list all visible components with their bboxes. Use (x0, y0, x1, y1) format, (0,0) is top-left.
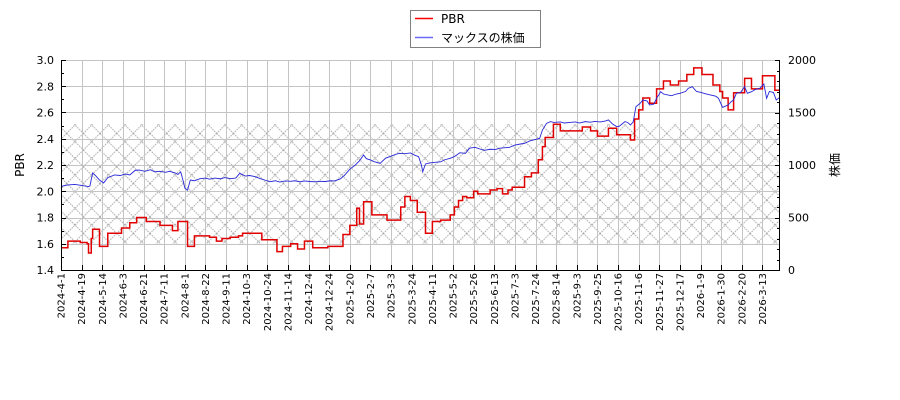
x-tick-label: 2024-9-11 (222, 273, 233, 325)
x-tick-label: 2026-1-30 (717, 273, 728, 325)
x-tick-label: 2025-11-27 (655, 273, 666, 331)
x-tick-label: 2024-10-24 (263, 273, 274, 331)
left-axis-ticks: 1.4 1.6 1.8 2.0 2.2 2.4 2.6 2.8 3.0 (37, 54, 66, 277)
y-axis-label-right: 株価 (827, 153, 842, 177)
legend: PBR マックスの株価 (410, 10, 541, 48)
x-tick-label: 2025-3-3 (387, 273, 398, 318)
x-tick-label: 2025-8-14 (552, 273, 563, 325)
x-tick-label: 2024-4-19 (77, 273, 88, 325)
right-tick-label: 1500 (788, 107, 816, 120)
x-tick-label: 2025-4-11 (428, 273, 439, 325)
x-tick-label: 2025-7-3 (510, 273, 521, 318)
x-tick-label: 2025-6-13 (490, 273, 501, 325)
x-tick-label: 2024-4-1 (57, 273, 68, 318)
x-tick-label: 2024-8-22 (201, 273, 212, 325)
x-tick-label: 2025-1-20 (345, 273, 356, 325)
legend-pbr-label: PBR (441, 12, 465, 26)
left-tick-label: 2.2 (37, 159, 55, 172)
x-tick-label: 2025-3-24 (407, 273, 418, 325)
x-tick-label: 2024-8-1 (180, 273, 191, 318)
x-tick-label: 2026-2-20 (737, 273, 748, 325)
left-tick-label: 1.8 (37, 212, 55, 225)
left-tick-label: 2.4 (37, 133, 55, 146)
left-tick-label: 3.0 (37, 54, 55, 67)
y-axis-label-left: PBR (13, 153, 27, 177)
x-tick-label: 2026-3-13 (758, 273, 769, 325)
x-tick-label: 2024-12-24 (325, 273, 336, 331)
x-tick-label: 2024-6-21 (139, 273, 150, 325)
x-tick-label: 2025-7-24 (531, 273, 542, 325)
x-axis-ticks: 2024-4-1 2024-4-19 2024-5-14 2024-6-3 2024-6… (57, 265, 769, 331)
right-tick-label: 0 (788, 264, 795, 277)
right-tick-label: 500 (788, 212, 809, 225)
x-tick-label: 2025-5-26 (469, 273, 480, 325)
left-tick-label: 1.6 (37, 238, 55, 251)
stock-price-line (60, 83, 780, 191)
x-tick-label: 2025-9-25 (593, 273, 604, 325)
x-tick-label: 2025-5-2 (449, 273, 460, 318)
x-tick-label: 2024-5-14 (98, 273, 109, 325)
x-tick-label: 2025-12-17 (675, 273, 686, 331)
right-tick-label: 1000 (788, 159, 816, 172)
left-tick-label: 1.4 (37, 264, 55, 277)
pbr-reference-band (61, 124, 779, 246)
left-tick-label: 2.0 (37, 185, 55, 198)
x-tick-label: 2026-1-9 (696, 273, 707, 318)
x-tick-label: 2025-10-16 (614, 273, 625, 331)
x-tick-label: 2024-6-3 (118, 273, 129, 318)
legend-stock-price-label: マックスの株価 (441, 30, 525, 45)
x-tick-label: 2024-12-4 (304, 273, 315, 325)
pbr-line (61, 67, 779, 254)
right-axis-ticks: 0 500 1000 1500 2000 (775, 54, 816, 277)
x-tick-label: 2025-2-7 (366, 273, 377, 318)
x-tick-label: 2024-7-11 (160, 273, 171, 325)
x-tick-label: 2025-9-3 (572, 273, 583, 318)
x-tick-label: 2024-11-14 (283, 273, 294, 331)
right-tick-label: 2000 (788, 54, 816, 67)
x-tick-label: 2025-11-6 (634, 273, 645, 325)
x-tick-label: 2024-10-3 (242, 273, 253, 325)
legend-box (410, 10, 541, 48)
left-tick-label: 2.6 (37, 107, 55, 120)
left-tick-label: 2.8 (37, 80, 55, 93)
